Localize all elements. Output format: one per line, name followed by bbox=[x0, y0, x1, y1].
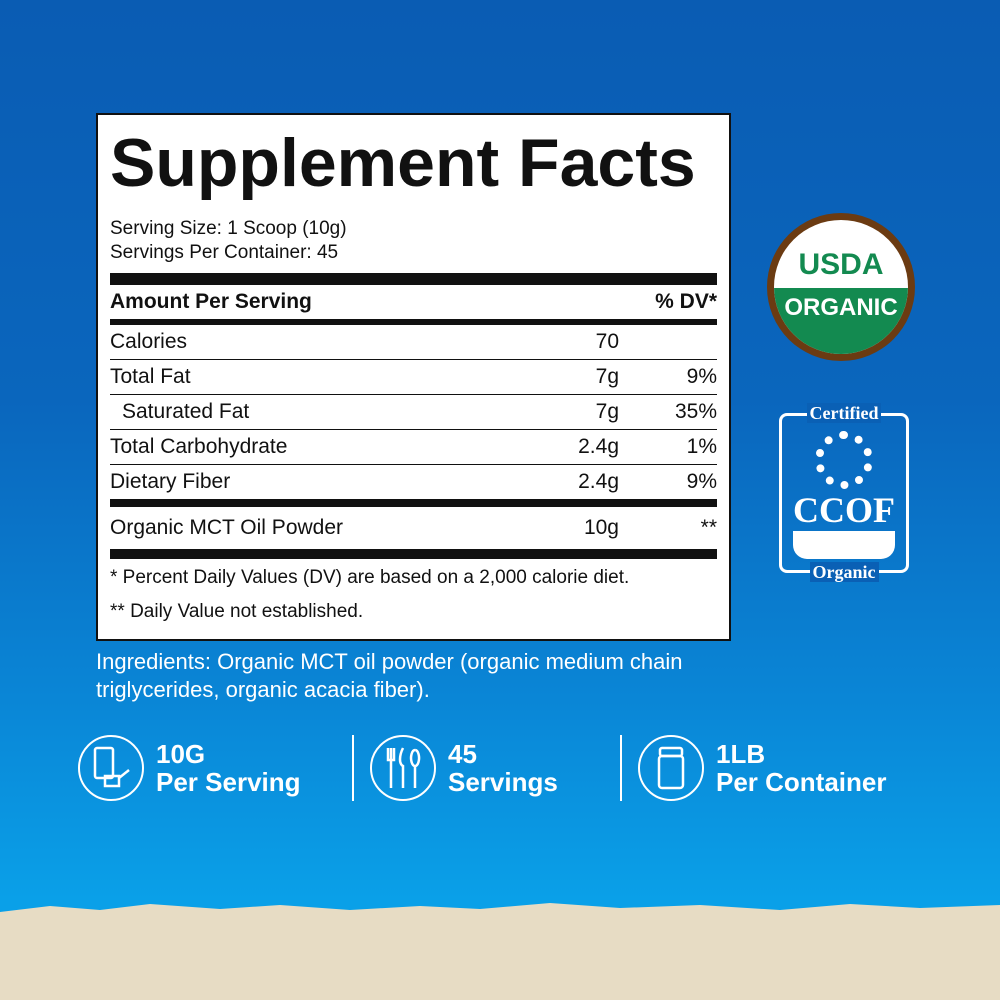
jar-icon bbox=[638, 735, 704, 801]
facts-row: Total Carbohydrate 2.4g 1% bbox=[110, 430, 717, 465]
divider bbox=[110, 273, 717, 285]
scoop-glass-icon bbox=[78, 735, 144, 801]
servings-per-container: Servings Per Container: 45 bbox=[110, 242, 339, 263]
usda-organic-seal: USDA ORGANIC bbox=[767, 213, 915, 361]
utensils-icon bbox=[370, 735, 436, 801]
facts-title: Supplement Facts bbox=[110, 125, 696, 201]
ingredient-row: Organic MCT Oil Powder 10g ** bbox=[110, 507, 717, 559]
facts-row: Dietary Fiber 2.4g 9% bbox=[110, 465, 717, 507]
sand-decoration bbox=[0, 903, 1000, 1000]
footnote-dv: * Percent Daily Values (DV) are based on… bbox=[110, 567, 630, 588]
facts-row: Total Fat 7g 9% bbox=[110, 360, 717, 395]
facts-row: Calories 70 bbox=[110, 325, 717, 360]
divider bbox=[620, 735, 622, 801]
sunflower-icon bbox=[815, 431, 873, 489]
footnote-not-established: ** Daily Value not established. bbox=[110, 601, 364, 622]
ccof-certified-organic-logo: Certified CCOF Organic bbox=[775, 403, 913, 583]
supplement-facts-panel: Supplement Facts Serving Size: 1 Scoop (… bbox=[96, 113, 731, 641]
stat-per-container: 1LB Per Container bbox=[638, 735, 887, 801]
serving-size: Serving Size: 1 Scoop (10g) bbox=[110, 218, 347, 239]
stat-servings: 45 Servings bbox=[370, 735, 558, 801]
facts-row: Saturated Fat 7g 35% bbox=[110, 395, 717, 430]
header-row: Amount Per Serving% DV* bbox=[110, 285, 717, 325]
stat-per-serving: 10G Per Serving bbox=[78, 735, 301, 801]
ingredients-text: Ingredients: Organic MCT oil powder (org… bbox=[96, 649, 683, 702]
divider bbox=[352, 735, 354, 801]
